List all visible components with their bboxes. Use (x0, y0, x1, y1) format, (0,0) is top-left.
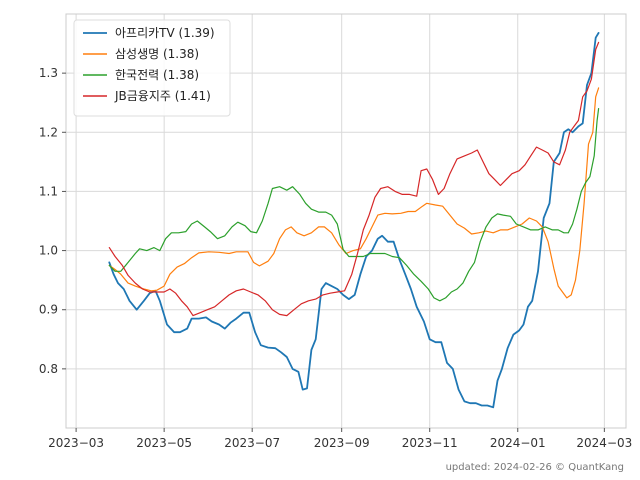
legend-label-3: 한국전력 (1.38) (115, 68, 199, 82)
y-tick-label: 0.9 (39, 303, 58, 317)
x-tick-label: 2023−09 (314, 436, 370, 450)
x-tick-label: 2023−03 (48, 436, 104, 450)
series-line-4 (108, 41, 600, 317)
y-axis: 0.8 0.9 1.0 1.1 1.2 1.3 (39, 66, 66, 376)
x-tick-label: 2024−03 (576, 436, 632, 450)
x-tick-label: 2023−05 (136, 436, 192, 450)
legend: 아프리카TV (1.39) 삼성생명 (1.38) 한국전력 (1.38) JB금융지… (73, 19, 231, 117)
legend-label-4: JB금융지주 (1.41) (114, 89, 211, 103)
series-line-1 (108, 32, 600, 409)
y-tick-label: 1.1 (39, 184, 58, 198)
x-tick-label: 2023−07 (224, 436, 280, 450)
plot-frame (65, 13, 627, 429)
series-lines (108, 32, 600, 409)
x-tick-label: 2023−11 (402, 436, 458, 450)
y-tick-label: 0.8 (39, 362, 58, 376)
series-line-3 (108, 107, 600, 302)
legend-label-2: 삼성생명 (1.38) (115, 47, 199, 61)
legend-box (73, 19, 231, 117)
series-line-2 (108, 87, 600, 299)
footer-text: updated: 2024-02-26 © QuantKang (446, 462, 624, 473)
y-tick-label: 1.3 (39, 66, 58, 80)
x-axis: 2023−03 2023−05 2023−07 2023−09 2023−11 2024−… (48, 428, 632, 450)
x-tick-label: 2024−01 (490, 436, 546, 450)
y-tick-label: 1.0 (39, 244, 58, 258)
legend-label-1: 아프리카TV (1.39) (115, 26, 215, 40)
gridlines (66, 14, 626, 428)
y-tick-label: 1.2 (39, 125, 58, 139)
